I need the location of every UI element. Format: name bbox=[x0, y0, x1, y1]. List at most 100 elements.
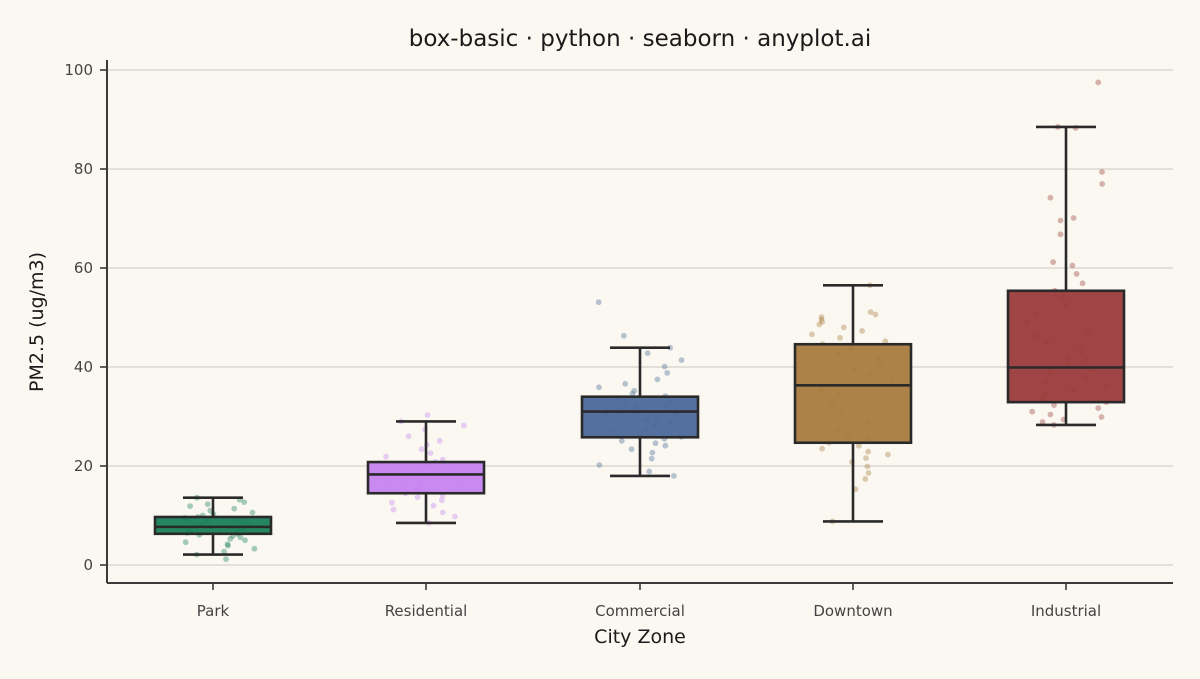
data-point bbox=[439, 509, 446, 516]
data-point bbox=[1029, 408, 1036, 415]
data-point bbox=[1047, 194, 1054, 201]
data-point bbox=[461, 422, 467, 429]
data-point bbox=[1050, 259, 1056, 265]
data-point bbox=[859, 328, 865, 334]
x-axis-label: City Zone bbox=[594, 626, 686, 648]
box-commercial bbox=[580, 395, 700, 439]
data-point bbox=[864, 463, 871, 470]
data-point bbox=[644, 350, 651, 356]
box-residential bbox=[366, 460, 486, 495]
data-point bbox=[865, 448, 872, 455]
data-point bbox=[225, 542, 231, 549]
y-axis-label: PM2.5 (ug/m3) bbox=[26, 252, 48, 392]
data-point bbox=[882, 338, 889, 345]
data-point bbox=[816, 321, 823, 328]
box-industrial bbox=[1006, 289, 1126, 404]
data-point bbox=[631, 387, 638, 394]
y-tick-label: 0 bbox=[83, 556, 93, 574]
data-point bbox=[819, 319, 826, 325]
data-point bbox=[237, 534, 244, 541]
data-point bbox=[872, 311, 879, 318]
data-point bbox=[661, 363, 668, 370]
box-park bbox=[153, 515, 273, 536]
data-point bbox=[1057, 231, 1064, 238]
data-point bbox=[424, 412, 431, 418]
y-tick-label: 80 bbox=[74, 160, 93, 178]
y-tick-label: 20 bbox=[74, 457, 93, 475]
data-point bbox=[618, 437, 625, 444]
data-point bbox=[809, 331, 815, 338]
x-tick-label-industrial: Industrial bbox=[1031, 602, 1101, 620]
data-point bbox=[667, 344, 673, 351]
data-point bbox=[251, 545, 258, 552]
axes: 0 20 40 60 80 100 Park Residential Commercial Dow… bbox=[64, 60, 1173, 620]
data-point bbox=[221, 548, 228, 555]
data-point bbox=[837, 334, 843, 341]
x-tick-label-park: Park bbox=[197, 602, 230, 620]
data-point bbox=[867, 309, 874, 315]
y-tick-label: 40 bbox=[74, 358, 93, 376]
data-point bbox=[652, 440, 659, 447]
y-tick-label: 100 bbox=[64, 61, 93, 79]
data-point bbox=[204, 501, 211, 507]
data-point bbox=[596, 462, 603, 468]
data-point bbox=[427, 450, 434, 456]
box-downtown bbox=[793, 342, 913, 445]
data-point bbox=[818, 316, 825, 323]
data-point bbox=[664, 370, 671, 376]
chart-title: box-basic · python · seaborn · anyplot.a… bbox=[409, 26, 872, 52]
data-point bbox=[1070, 215, 1077, 221]
data-point bbox=[649, 449, 656, 456]
data-point bbox=[863, 455, 869, 461]
data-point bbox=[654, 376, 661, 383]
data-point bbox=[1095, 405, 1102, 411]
data-point bbox=[224, 541, 231, 548]
data-point bbox=[242, 537, 248, 544]
data-point bbox=[430, 502, 437, 509]
data-point bbox=[678, 357, 685, 363]
data-point bbox=[1047, 411, 1054, 418]
data-point bbox=[595, 299, 602, 306]
data-point bbox=[862, 476, 869, 482]
box-group-residential bbox=[366, 420, 486, 525]
data-point bbox=[621, 332, 627, 339]
data-point bbox=[439, 497, 445, 504]
data-point bbox=[865, 470, 872, 476]
data-point bbox=[885, 451, 891, 458]
data-point bbox=[223, 556, 229, 562]
data-point bbox=[390, 506, 397, 513]
data-point bbox=[414, 494, 421, 501]
data-point bbox=[187, 503, 194, 509]
data-point bbox=[629, 390, 636, 397]
data-point bbox=[1098, 414, 1105, 420]
data-point bbox=[249, 509, 256, 516]
data-point bbox=[818, 314, 825, 320]
box-group-industrial bbox=[1006, 125, 1126, 427]
x-tick-label-commercial: Commercial bbox=[595, 602, 685, 620]
data-point bbox=[436, 437, 443, 444]
box-group-commercial bbox=[580, 346, 700, 478]
data-point bbox=[1073, 271, 1080, 277]
box-elements bbox=[153, 125, 1126, 556]
data-point bbox=[628, 446, 635, 453]
data-point bbox=[819, 445, 825, 452]
data-point bbox=[389, 499, 395, 506]
data-point bbox=[383, 453, 389, 460]
data-point bbox=[182, 539, 189, 546]
data-point bbox=[241, 499, 248, 505]
data-point bbox=[1051, 402, 1057, 408]
data-point bbox=[671, 473, 677, 479]
box-group-park bbox=[153, 496, 273, 556]
data-point bbox=[227, 535, 234, 542]
y-tick-label: 60 bbox=[74, 259, 93, 277]
data-point bbox=[855, 442, 862, 449]
data-point bbox=[405, 433, 412, 440]
data-point bbox=[646, 468, 653, 475]
data-point bbox=[1039, 419, 1046, 425]
data-point bbox=[452, 513, 458, 520]
data-point bbox=[596, 384, 602, 391]
data-point bbox=[1069, 262, 1076, 269]
